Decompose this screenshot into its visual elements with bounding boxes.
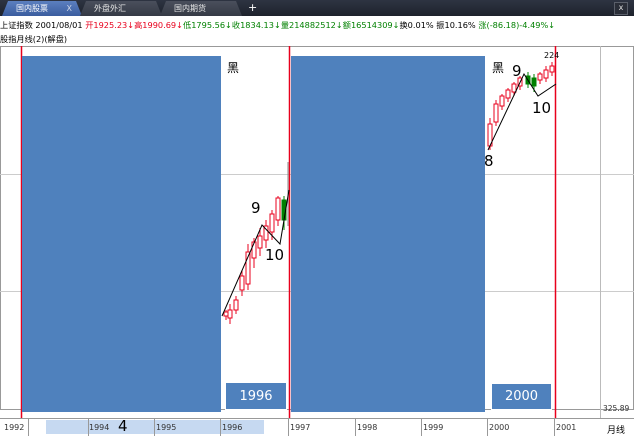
- period-selector[interactable]: 月线: [607, 426, 626, 436]
- candles-left: [223, 162, 289, 324]
- y-min-value: 325.89: [603, 404, 630, 413]
- low-value: 低1795.56↓: [183, 20, 232, 30]
- hei-label-left: 黑: [227, 61, 240, 75]
- quote-info-bar: 上证指数 2001/08/01 开1925.23↓高1990.69↓低1795.…: [0, 17, 634, 33]
- hei-label-right: 黑: [492, 61, 505, 75]
- amount-value: 额16514309↓: [342, 20, 400, 30]
- wave-label-10-left: 10: [265, 246, 285, 264]
- wave-label-10-right: 10: [532, 99, 552, 117]
- tab-domestic-stocks[interactable]: 国内股票 X: [2, 1, 82, 16]
- x-tick-label: 2000: [489, 423, 510, 432]
- open-value: 开1925.23↓: [85, 20, 135, 30]
- x-axis-ticks: [28, 418, 555, 436]
- close-value: 收1834.13↓: [231, 20, 281, 30]
- cover-panel-left: [22, 56, 221, 412]
- tab-bar: 国内股票 X 外盘外汇 国内期货 + x: [0, 0, 634, 16]
- window-close-button[interactable]: x: [614, 2, 628, 15]
- x-tick-label: 1999: [423, 423, 444, 432]
- turnover-value: 换0.01%: [399, 20, 434, 30]
- chart-subtitle: 股指月线(2)(解盘): [0, 34, 68, 44]
- tab-label: 国内期货: [174, 4, 206, 13]
- tab-foreign-forex[interactable]: 外盘外汇: [80, 1, 162, 16]
- tab-label: 外盘外汇: [94, 4, 126, 13]
- x-tick-label: 2001: [556, 423, 577, 432]
- year-box-2000: 2000: [491, 383, 552, 410]
- x-tick-label: 1997: [290, 423, 311, 432]
- wave-label-9-right: 9: [512, 62, 522, 80]
- bottom-label-4: 4: [118, 417, 128, 435]
- year-box-1996: 1996: [225, 382, 287, 410]
- tab-label: 国内股票: [16, 4, 48, 13]
- quote-date: 2001/08/01: [35, 20, 83, 30]
- x-tick-label: 1992: [4, 423, 25, 432]
- wave-line-left: [221, 189, 290, 317]
- wave-label-9-left: 9: [251, 199, 261, 217]
- peak-value: 224: [544, 51, 560, 60]
- tab-domestic-futures[interactable]: 国内期货: [160, 1, 242, 16]
- amplitude-value: 振10.16%: [436, 20, 476, 30]
- x-tick-label: 1994: [89, 423, 110, 432]
- index-name: 上证指数: [0, 20, 33, 30]
- wave-label-8-right: 8: [484, 152, 494, 170]
- x-tick-label: 1995: [156, 423, 177, 432]
- close-icon[interactable]: X: [66, 4, 72, 13]
- x-tick-label: 1998: [357, 423, 378, 432]
- high-value: 高1990.69↓: [134, 20, 183, 30]
- change-value: 涨(-86.18)-4.49%↓: [478, 20, 556, 30]
- add-tab-button[interactable]: +: [248, 1, 258, 14]
- x-tick-label: 1996: [222, 423, 243, 432]
- wave-line-right: [487, 72, 557, 151]
- cover-panel-right: [291, 56, 485, 412]
- volume-value: 量214882512↓: [280, 20, 343, 30]
